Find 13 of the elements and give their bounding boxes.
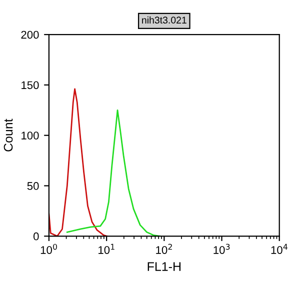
x-axis-title: FL1-H — [148, 262, 181, 271]
y-tick-label: 200 — [21, 30, 39, 39]
chart-title: nih3t3.021 — [142, 16, 186, 24]
x-tick-label: 10$^{1}$ — [98, 244, 114, 254]
y-axis-title: Count — [4, 118, 13, 152]
x-tick-label: 10$^{0}$ — [40, 244, 57, 254]
x-tick-label: 10$^{3}$ — [214, 244, 230, 254]
x-tick-label: 10$^{2}$ — [156, 244, 172, 254]
y-tick-label: 100 — [22, 132, 39, 140]
x-tick-label: 10$^{4}$ — [271, 244, 288, 254]
y-tick-label: 50 — [27, 182, 39, 190]
y-tick-label: 0 — [33, 232, 39, 240]
y-tick-label: 150 — [22, 81, 39, 90]
